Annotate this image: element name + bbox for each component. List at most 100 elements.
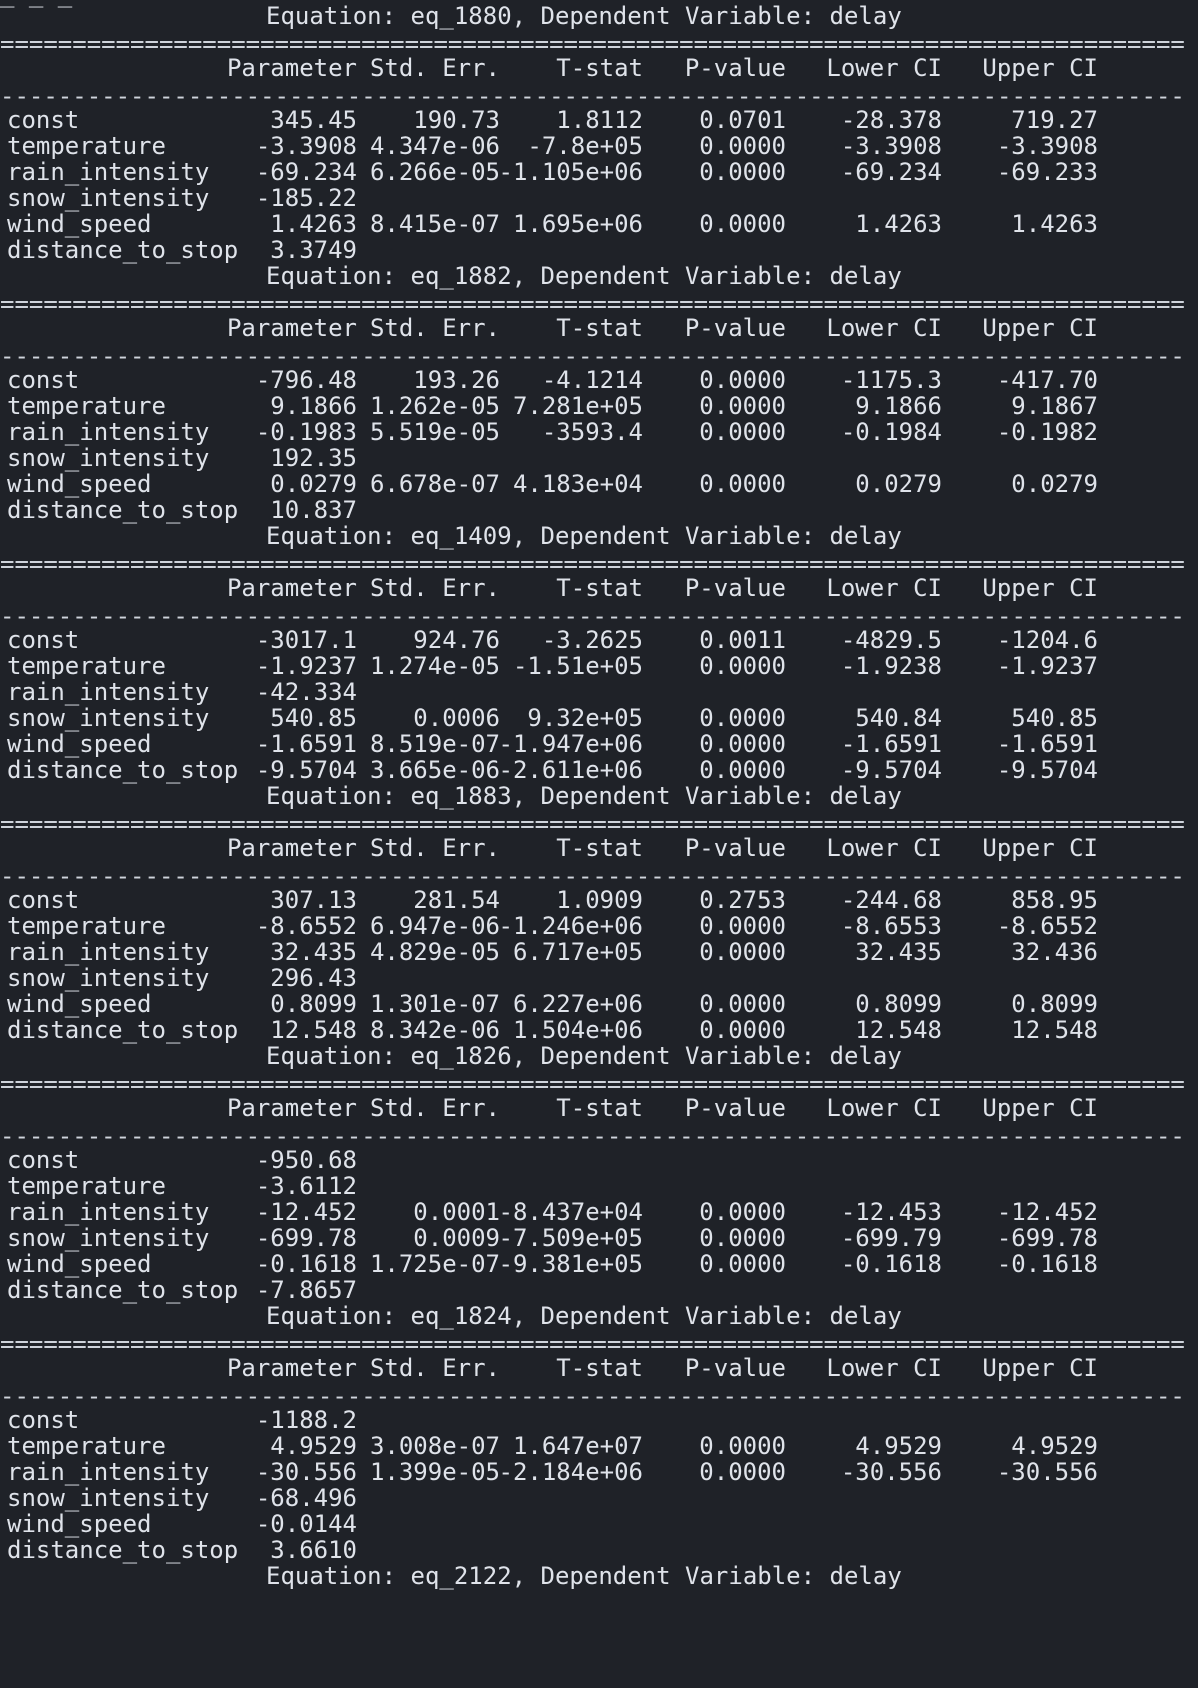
- variable-name: rain_intensity: [7, 678, 210, 706]
- std-err-value: 0.0006: [413, 704, 500, 732]
- lower-ci-value: 0.8099: [855, 990, 942, 1018]
- variable-name: distance_to_stop: [7, 1536, 239, 1564]
- parameter-value: -185.22: [255, 184, 357, 212]
- t-stat-value: -7.509e+05: [498, 1224, 644, 1252]
- table-row: temperature 9.1866 1.262e-05 7.281e+05 0.000…: [0, 392, 1198, 420]
- variable-name: rain_intensity: [7, 938, 210, 966]
- column-header-parameter: Parameter: [226, 834, 357, 862]
- table-row: rain_intensity -42.334: [0, 678, 1198, 706]
- p-value-value: 0.0000: [699, 990, 786, 1018]
- column-header-upper-ci: Upper CI: [982, 1354, 1098, 1382]
- upper-ci-value: 4.9529: [1011, 1432, 1098, 1460]
- parameter-value: -0.1983: [255, 418, 357, 446]
- t-stat-value: -2.611e+06: [498, 756, 644, 784]
- parameter-value: -796.48: [255, 366, 357, 394]
- std-err-value: 6.947e-06: [369, 912, 500, 940]
- upper-ci-value: -12.452: [996, 1198, 1098, 1226]
- variable-name: distance_to_stop: [7, 236, 239, 264]
- parameter-value: 296.43: [270, 964, 357, 992]
- t-stat-value: -1.105e+06: [498, 158, 644, 186]
- parameter-value: 3.3749: [270, 236, 357, 264]
- column-header-parameter: Parameter: [226, 574, 357, 602]
- equation-header: Equation: eq_1409, Dependent Variable: d…: [266, 522, 902, 550]
- column-header-p-value: P-value: [684, 1354, 786, 1382]
- lower-ci-value: 9.1866: [855, 392, 942, 420]
- column-header-std-err: Std. Err.: [369, 574, 500, 602]
- parameter-value: 192.35: [270, 444, 357, 472]
- t-stat-value: -4.1214: [541, 366, 643, 394]
- table-row: distance_to_stop 3.3749: [0, 236, 1198, 264]
- double-rule: ========================================…: [0, 30, 1184, 58]
- lower-ci-value: -30.556: [840, 1458, 942, 1486]
- table-row: temperature -3.3908 4.347e-06 -7.8e+05 0.000…: [0, 132, 1198, 160]
- parameter-value: 540.85: [270, 704, 357, 732]
- variable-name: snow_intensity: [7, 1224, 210, 1252]
- column-header-upper-ci: Upper CI: [982, 54, 1098, 82]
- column-header-upper-ci: Upper CI: [982, 1094, 1098, 1122]
- variable-name: snow_intensity: [7, 184, 210, 212]
- t-stat-value: 1.695e+06: [512, 210, 643, 238]
- single-rule: ----------------------------------------…: [0, 1382, 1184, 1410]
- upper-ci-value: -30.556: [996, 1458, 1098, 1486]
- lower-ci-value: -1175.3: [840, 366, 942, 394]
- table-row: wind_speed 0.8099 1.301e-07 6.227e+06 0.0000…: [0, 990, 1198, 1018]
- upper-ci-value: 1.4263: [1011, 210, 1098, 238]
- std-err-value: 8.415e-07: [369, 210, 500, 238]
- parameter-value: -1188.2: [255, 1406, 357, 1434]
- parameter-value: 1.4263: [270, 210, 357, 238]
- p-value-value: 0.0000: [699, 730, 786, 758]
- table-row: temperature -3.6112: [0, 1172, 1198, 1200]
- p-value-value: 0.0000: [699, 1432, 786, 1460]
- variable-name: rain_intensity: [7, 1458, 210, 1486]
- std-err-value: 193.26: [413, 366, 500, 394]
- equation-header-row: Equation: eq_1882, Dependent Variable: d…: [0, 262, 1198, 290]
- column-header-std-err: Std. Err.: [369, 1094, 500, 1122]
- column-header-p-value: P-value: [684, 834, 786, 862]
- column-header-lower-ci: Lower CI: [826, 1354, 942, 1382]
- equation-header: Equation: eq_1824, Dependent Variable: d…: [266, 1302, 902, 1330]
- lower-ci-value: 0.0279: [855, 470, 942, 498]
- upper-ci-value: 858.95: [1011, 886, 1098, 914]
- table-row: const -796.48 193.26 -4.1214 0.0000 -1175.3 -4…: [0, 366, 1198, 394]
- upper-ci-value: -417.70: [996, 366, 1098, 394]
- lower-ci-value: -699.79: [840, 1224, 942, 1252]
- column-header-row: Parameter Std. Err. T-stat P-value Lower CI U…: [0, 314, 1198, 342]
- table-row: wind_speed 0.0279 6.678e-07 4.183e+04 0.0000…: [0, 470, 1198, 498]
- variable-name: const: [7, 886, 80, 914]
- std-err-value: 281.54: [413, 886, 500, 914]
- p-value-value: 0.0000: [699, 366, 786, 394]
- parameter-value: -0.0144: [255, 1510, 357, 1538]
- table-row: snow_intensity -699.78 0.0009 -7.509e+05 0.0…: [0, 1224, 1198, 1252]
- table-row: rain_intensity 32.435 4.829e-05 6.717e+05 0.…: [0, 938, 1198, 966]
- p-value-value: 0.0701: [699, 106, 786, 134]
- variable-name: snow_intensity: [7, 704, 210, 732]
- column-header-std-err: Std. Err.: [369, 834, 500, 862]
- variable-name: temperature: [7, 652, 166, 680]
- table-row: temperature -8.6552 6.947e-06 -1.246e+06 0.0…: [0, 912, 1198, 940]
- variable-name: wind_speed: [7, 990, 152, 1018]
- parameter-value: 3.6610: [270, 1536, 357, 1564]
- table-row: distance_to_stop 3.6610: [0, 1536, 1198, 1564]
- variable-name: distance_to_stop: [7, 1276, 239, 1304]
- column-header-upper-ci: Upper CI: [982, 574, 1098, 602]
- variable-name: temperature: [7, 912, 166, 940]
- column-header-upper-ci: Upper CI: [982, 834, 1098, 862]
- clipped-top-line: _ _ _: [0, 0, 1184, 8]
- variable-name: const: [7, 366, 80, 394]
- table-row: wind_speed -0.1618 1.725e-07 -9.381e+05 0.00…: [0, 1250, 1198, 1278]
- upper-ci-value: 32.436: [1011, 938, 1098, 966]
- variable-name: temperature: [7, 132, 166, 160]
- single-rule: ----------------------------------------…: [0, 862, 1184, 890]
- equation-header-row: Equation: eq_1883, Dependent Variable: d…: [0, 782, 1198, 810]
- column-header-lower-ci: Lower CI: [826, 314, 942, 342]
- table-row: distance_to_stop -7.8657: [0, 1276, 1198, 1304]
- parameter-value: -3.6112: [255, 1172, 357, 1200]
- equation-header: Equation: eq_1826, Dependent Variable: d…: [266, 1042, 902, 1070]
- column-header-row: Parameter Std. Err. T-stat P-value Lower CI U…: [0, 54, 1198, 82]
- lower-ci-value: -1.6591: [840, 730, 942, 758]
- p-value-value: 0.0000: [699, 418, 786, 446]
- column-header-t-stat: T-stat: [556, 1094, 643, 1122]
- column-header-t-stat: T-stat: [556, 54, 643, 82]
- upper-ci-value: -0.1982: [996, 418, 1098, 446]
